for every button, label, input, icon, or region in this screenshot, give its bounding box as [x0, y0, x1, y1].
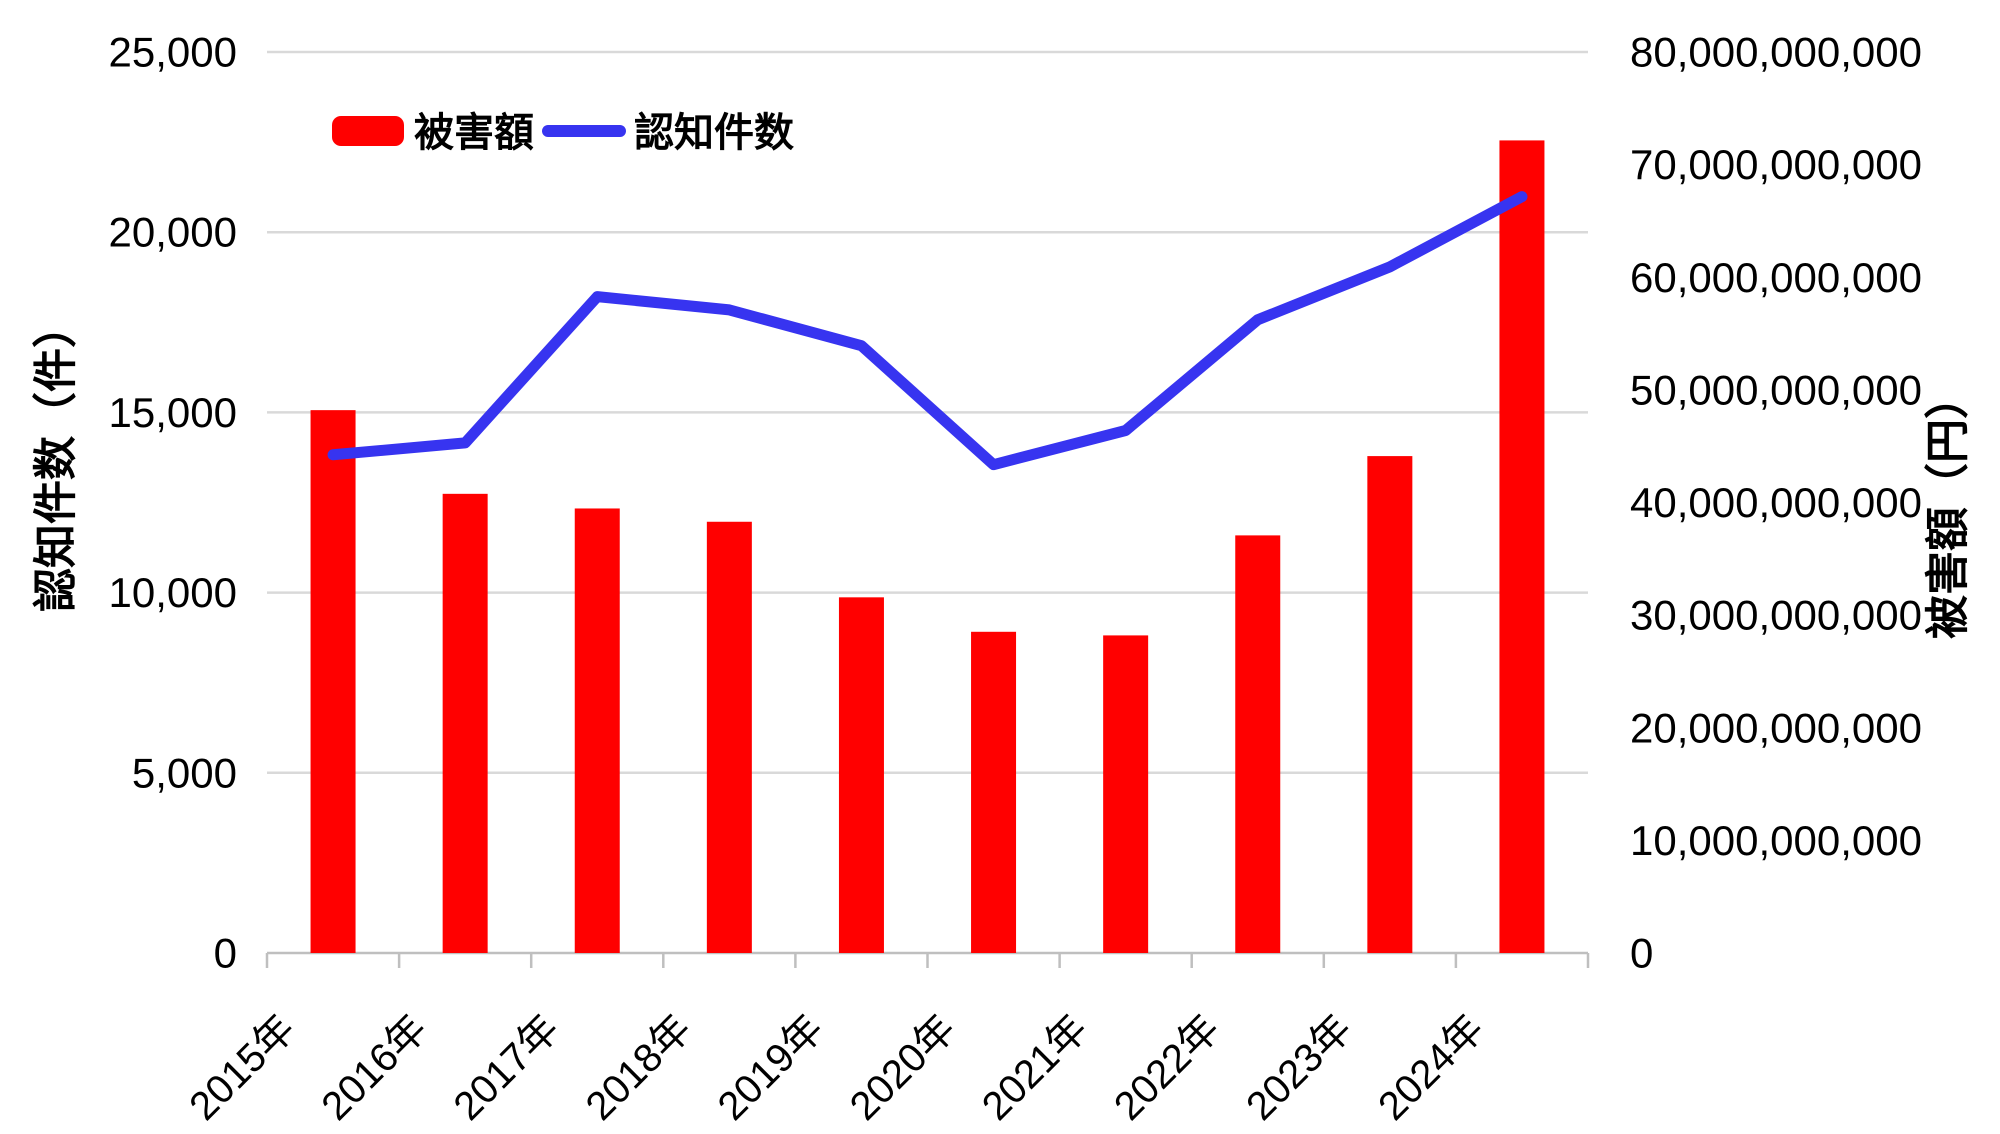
bar-2015年 [310, 410, 356, 954]
left-axis-tick-label: 0 [214, 930, 237, 977]
bar-2020年 [971, 631, 1017, 953]
right-axis-tick-label: 30,000,000,000 [1630, 592, 1922, 639]
bar-2021年 [1103, 635, 1149, 953]
bar-2018年 [706, 521, 752, 953]
legend-group: 被害額 認知件数 [332, 111, 794, 155]
bar-series-group [310, 140, 1545, 954]
bar-2016年 [442, 493, 488, 953]
bar-2024年 [1499, 140, 1545, 953]
legend-label-line-series: 認知件数 [634, 111, 794, 155]
right-axis-tick-label: 40,000,000,000 [1630, 479, 1922, 526]
right-axis-tick-label: 80,000,000,000 [1630, 29, 1922, 76]
right-axis-tick-label: 70,000,000,000 [1630, 141, 1922, 188]
right-axis-title: 被害額（円） [1924, 375, 1973, 639]
right-axis-tick-label: 20,000,000,000 [1630, 704, 1922, 751]
right-axis-tick-label: 50,000,000,000 [1630, 366, 1922, 413]
bar-2019年 [838, 597, 884, 953]
legend-bar-swatch [332, 116, 404, 146]
right-axis-tick-label: 10,000,000,000 [1630, 817, 1922, 864]
left-axis-title: 認知件数（件） [32, 304, 81, 612]
left-axis-tick-label: 15,000 [109, 389, 237, 436]
bar-2023年 [1367, 456, 1413, 953]
left-axis-tick-label: 20,000 [109, 209, 237, 256]
bar-2022年 [1235, 535, 1281, 953]
line-series [327, 191, 1528, 471]
left-axis-ticks-group: 0 5,000 10,000 15,000 20,000 25,000 [109, 29, 237, 977]
left-axis-tick-label: 5,000 [132, 749, 237, 796]
right-axis-tick-label: 60,000,000,000 [1630, 254, 1922, 301]
left-axis-tick-label: 25,000 [109, 29, 237, 76]
left-axis-tick-label: 10,000 [109, 569, 237, 616]
right-axis-tick-label: 0 [1630, 930, 1653, 977]
right-axis-ticks-group: 0 10,000,000,000 20,000,000,000 30,000,000,… [1630, 29, 1922, 977]
bar-2017年 [574, 508, 620, 953]
legend-label-bar-series: 被害額 [414, 111, 534, 155]
